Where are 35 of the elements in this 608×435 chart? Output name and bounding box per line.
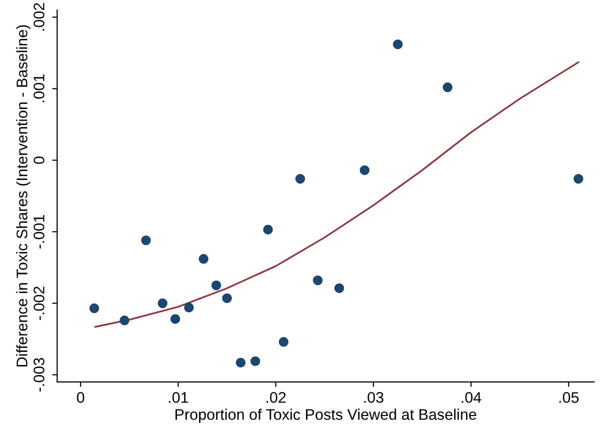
y-tick-label: -.002 [34,286,44,320]
x-axis-title: Proportion of Toxic Posts Viewed at Baseline [176,408,476,423]
x-tick-label: .01 [168,392,188,403]
y-tick-label: 0 [34,156,44,164]
y-tick-label: -.003 [34,358,44,392]
x-tick-label: .05 [559,392,579,403]
point [278,337,288,347]
point [295,174,306,184]
x-tick-label: .04 [462,392,482,403]
point [170,314,180,324]
point [198,254,208,264]
point [360,165,370,176]
point [184,302,194,312]
y-axis-title: Difference in Toxic Shares (Intervention - Baseline) [16,25,30,366]
line-series [94,61,580,328]
point [89,303,100,314]
point [158,298,168,308]
point [141,235,151,246]
point [236,358,246,368]
point [211,280,222,290]
x-tick-label: .03 [364,392,384,403]
y-tick-label: .002 [34,3,44,31]
point [312,276,323,286]
point [574,174,584,184]
y-tick-label: -.001 [34,215,44,248]
x-tick-label: .02 [266,392,286,403]
point [392,39,403,50]
point [263,224,273,234]
point [334,283,344,294]
y-tick-label: .001 [34,74,44,102]
point [222,293,232,304]
x-tick-label: 0 [76,392,84,403]
point [120,316,130,326]
point [250,356,260,366]
point [442,82,452,92]
